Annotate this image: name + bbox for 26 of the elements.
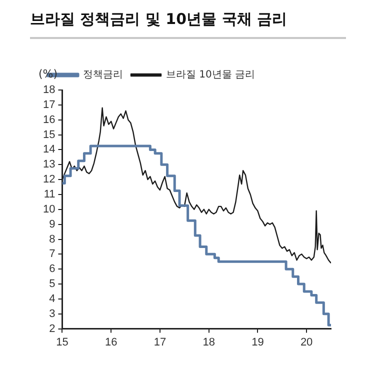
legend-label: 브라질 10년물 금리	[166, 70, 256, 81]
x-tick-label: 18	[202, 336, 215, 348]
y-tick-label: 10	[42, 203, 56, 216]
legend-label: 정책금리	[83, 70, 123, 81]
x-tick-label: 19	[252, 336, 264, 348]
y-tick-label: 15	[42, 128, 56, 141]
y-tick-label: 18	[42, 84, 56, 96]
x-tick-label: 16	[104, 336, 118, 348]
y-tick-label: 8	[49, 233, 56, 246]
y-axis-title: (%)	[38, 67, 58, 80]
y-tick-label: 6	[49, 263, 56, 276]
y-tick-label: 16	[42, 114, 56, 126]
y-tick-label: 11	[44, 188, 56, 201]
y-tick-label: 2	[49, 322, 56, 335]
y-tick-label: 12	[42, 174, 56, 186]
y-tick-label: 4	[49, 292, 56, 305]
x-tick-label: 17	[154, 336, 166, 348]
chart-title: 브라질 정책금리 및 10년물 국채 금리	[30, 10, 346, 39]
x-tick-label: 20	[300, 336, 313, 348]
y-tick-label: 3	[49, 308, 56, 320]
y-tick-label: 7	[49, 248, 56, 260]
y-tick-label: 9	[49, 218, 56, 230]
y-tick-label: 5	[49, 278, 56, 290]
y-tick-label: 17	[42, 98, 56, 111]
y-tick-label: 13	[42, 158, 56, 171]
y-tick-label: 14	[42, 144, 56, 156]
